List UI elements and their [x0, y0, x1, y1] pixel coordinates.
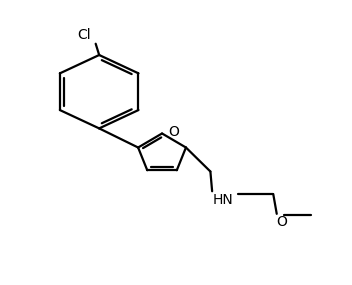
Text: O: O [277, 215, 288, 229]
Text: O: O [168, 125, 179, 139]
Text: HN: HN [212, 193, 233, 207]
Text: Cl: Cl [77, 28, 90, 42]
